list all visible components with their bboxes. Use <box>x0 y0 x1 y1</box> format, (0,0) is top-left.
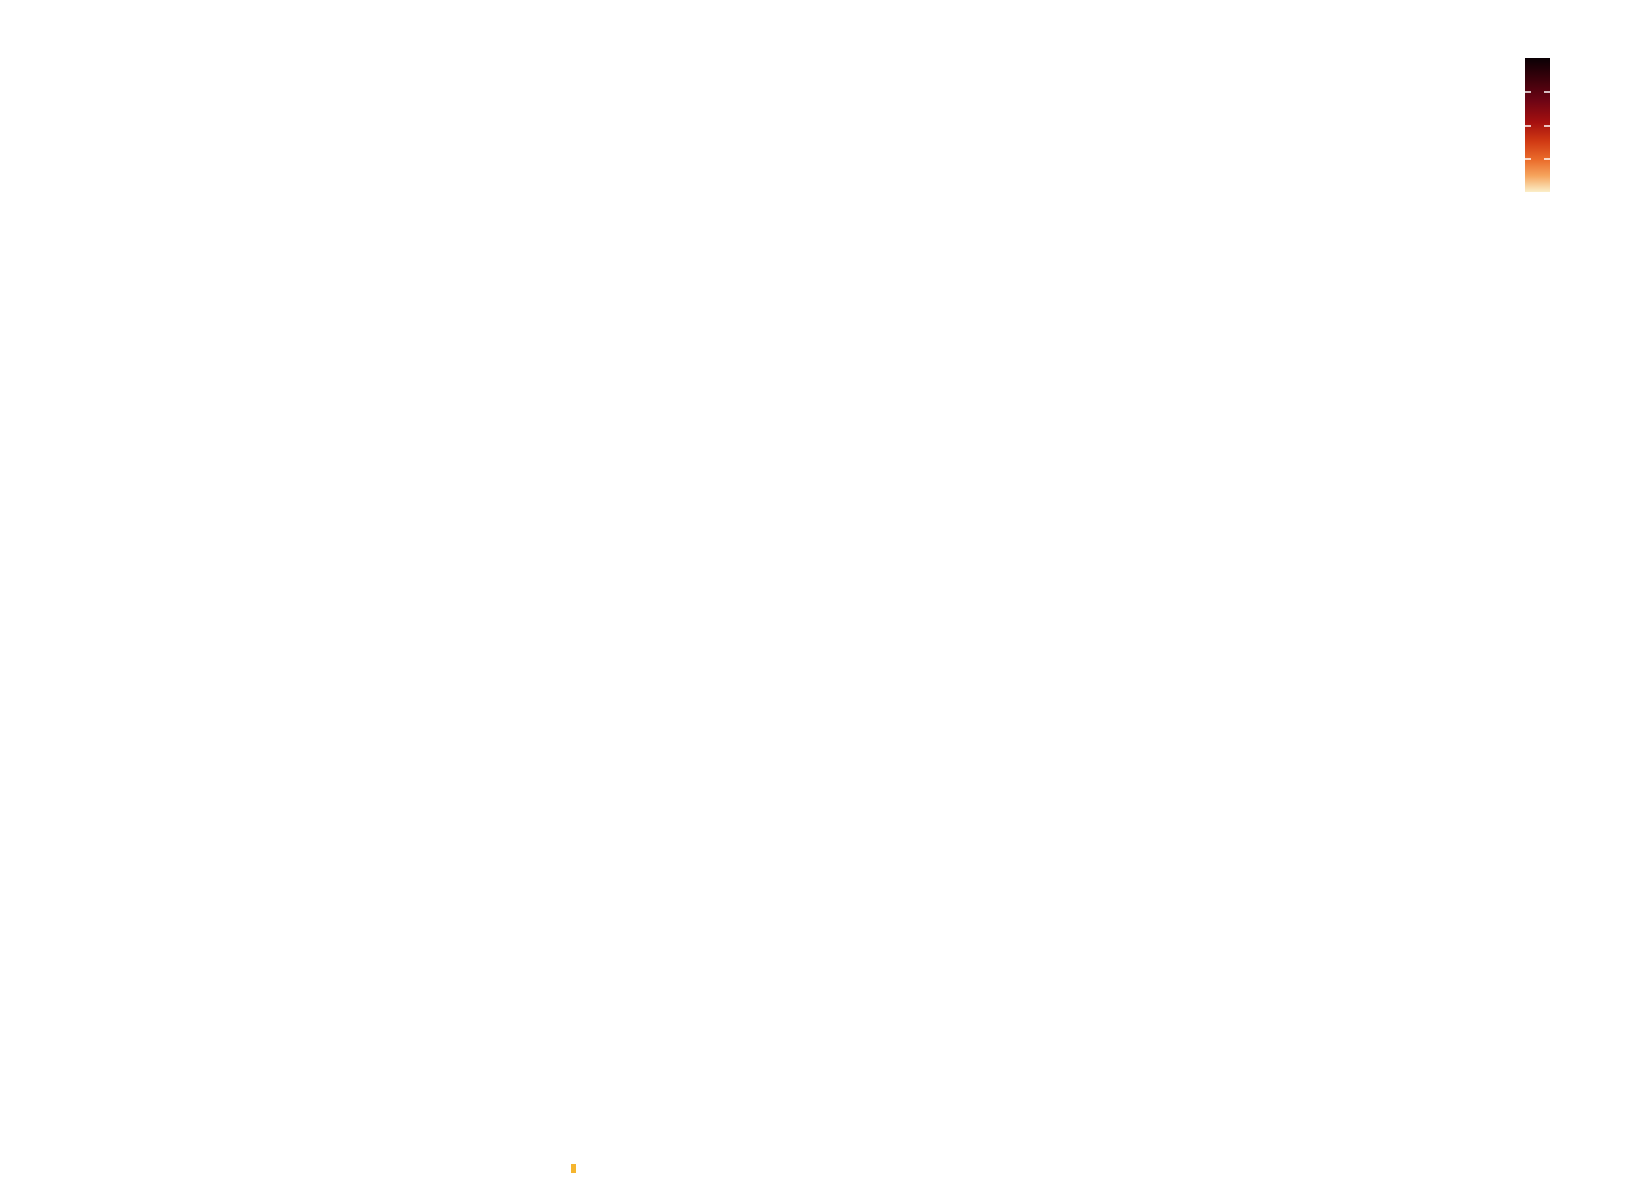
hic-colorbar <box>1525 58 1550 192</box>
stray-mark <box>571 1164 576 1173</box>
hic-heatmap-canvas <box>950 58 1462 640</box>
circos-plot-canvas <box>61 43 821 803</box>
